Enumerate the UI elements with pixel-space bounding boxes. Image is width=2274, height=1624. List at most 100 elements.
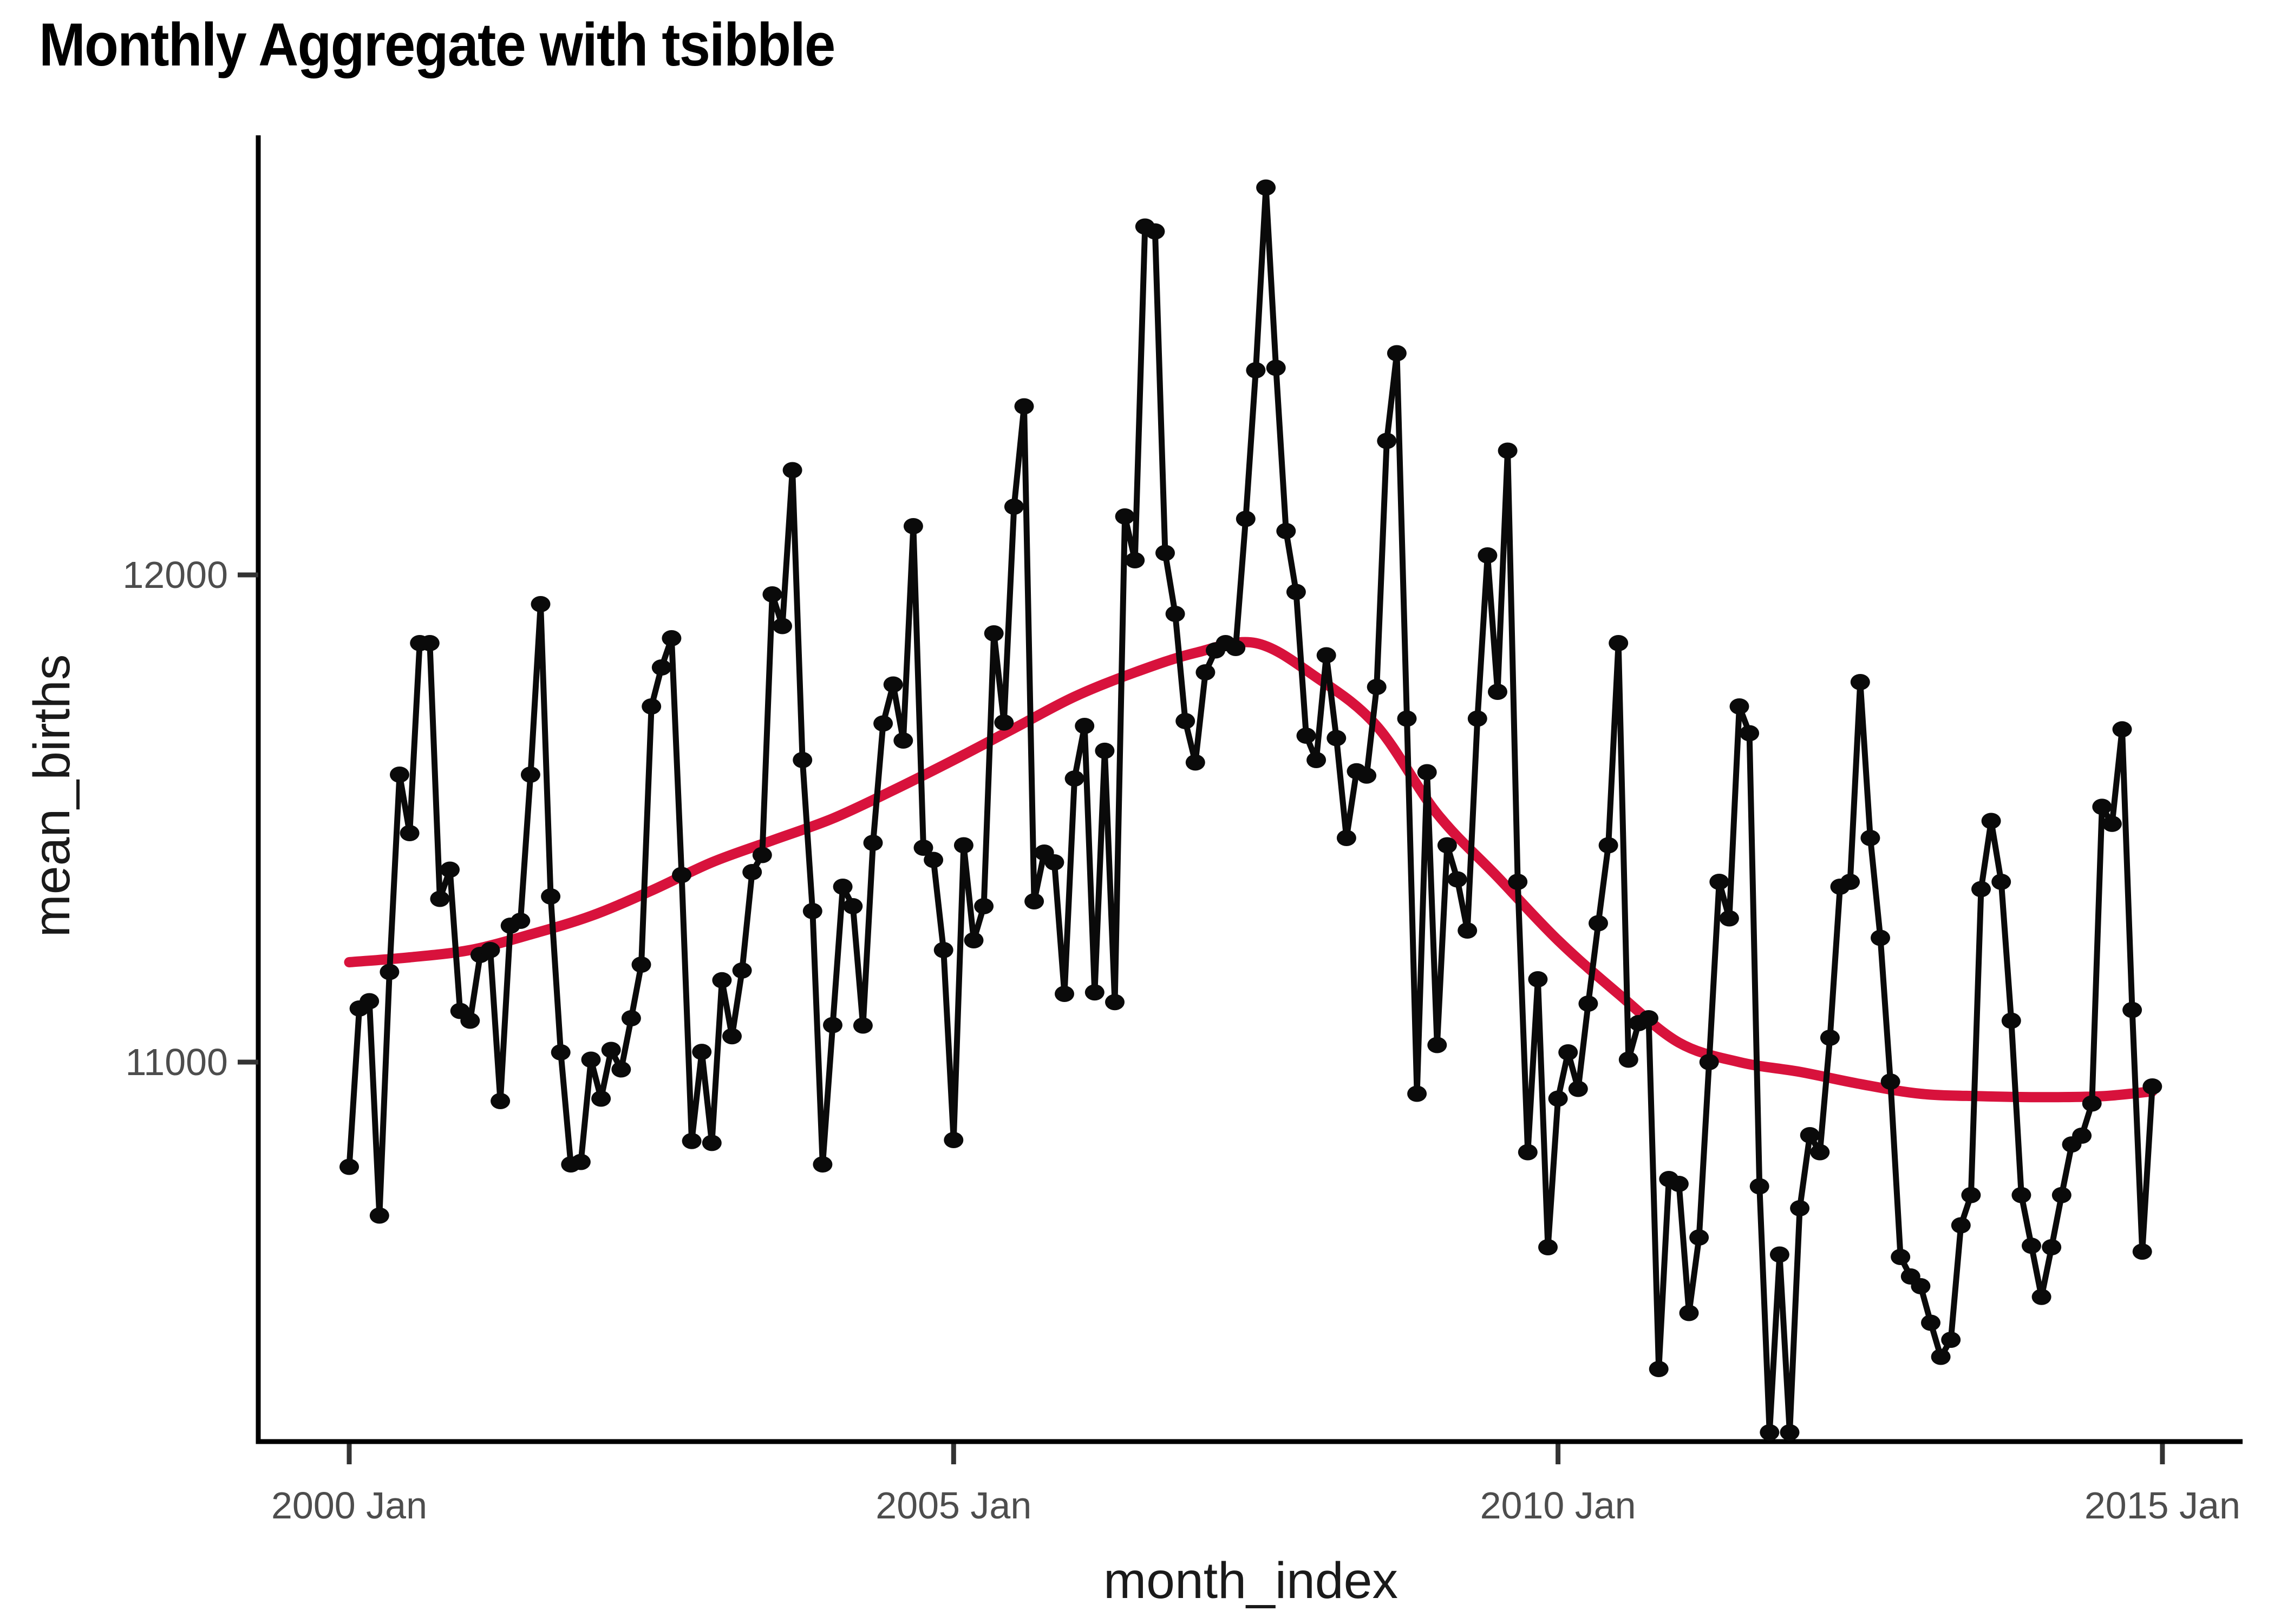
data-point: [1145, 223, 1165, 240]
data-point: [1719, 910, 1739, 927]
data-point: [520, 767, 540, 783]
data-point: [1407, 1085, 1427, 1102]
data-point: [1760, 1424, 1780, 1440]
data-point: [369, 1207, 389, 1224]
data-point: [1749, 1178, 1769, 1195]
data-point: [1004, 499, 1024, 515]
data-point: [1276, 523, 1296, 539]
data-point: [913, 840, 933, 856]
data-point: [1115, 508, 1135, 525]
data-point: [1991, 874, 2011, 890]
data-point: [1336, 830, 1356, 846]
data-point: [1981, 813, 2001, 829]
data-point: [1740, 725, 1760, 742]
data-point: [893, 732, 913, 749]
data-point: [752, 847, 772, 863]
data-point: [924, 852, 944, 868]
data-point: [1649, 1361, 1669, 1377]
data-point: [1508, 874, 1528, 890]
data-point: [1578, 996, 1598, 1012]
data-point: [793, 752, 813, 768]
data-point: [823, 1017, 842, 1033]
data-point: [1609, 635, 1629, 651]
data-point: [651, 659, 671, 676]
data-point: [1679, 1305, 1699, 1321]
data-point: [1437, 837, 1457, 854]
data-point: [420, 635, 440, 651]
data-point: [480, 942, 500, 958]
data-point: [1699, 1054, 1719, 1070]
chart-title: Monthly Aggregate with tsibble: [39, 11, 835, 78]
data-point: [571, 1154, 591, 1170]
data-point: [2092, 798, 2112, 815]
data-point: [782, 462, 802, 479]
data-point: [2122, 1001, 2142, 1018]
data-point: [933, 942, 953, 958]
y-tick-label: 11000: [126, 1041, 228, 1083]
data-point: [1840, 874, 1860, 890]
data-point: [1226, 640, 1246, 656]
data-point: [1175, 713, 1195, 729]
data-point: [1618, 1051, 1638, 1068]
label-layer: mean_births month_index: [23, 654, 1398, 1609]
data-point: [1941, 1332, 1961, 1348]
x-tick-label: 2005 Jan: [875, 1484, 1031, 1527]
data-point: [1780, 1424, 1800, 1440]
data-point: [430, 890, 450, 907]
data-point: [339, 1158, 359, 1175]
data-point: [2072, 1127, 2092, 1144]
data-point: [1639, 1010, 1658, 1026]
data-point: [440, 861, 460, 878]
data-point: [773, 618, 792, 634]
data-point: [400, 825, 420, 841]
data-point: [1729, 698, 1749, 715]
y-axis-title: mean_births: [23, 654, 81, 938]
data-point: [1024, 893, 1044, 909]
data-point: [1709, 874, 1729, 890]
data-point: [1538, 1239, 1558, 1255]
x-tick-label: 2015 Jan: [2084, 1484, 2240, 1527]
data-point: [1014, 398, 1034, 415]
data-point: [1880, 1073, 1900, 1090]
data-point: [1236, 510, 1256, 527]
data-point: [1316, 647, 1336, 664]
data-point: [1105, 994, 1125, 1011]
data-point: [1296, 728, 1316, 744]
data-point: [601, 1042, 621, 1058]
data-point: [1769, 1246, 1789, 1263]
data-point: [1871, 929, 1890, 946]
data-point: [1357, 767, 1377, 784]
data-point: [853, 1017, 873, 1034]
x-tick-label: 2000 Jan: [271, 1484, 427, 1527]
data-point: [581, 1051, 601, 1068]
data-point: [662, 630, 682, 646]
data-point: [1488, 684, 1507, 700]
data-point: [2082, 1095, 2102, 1112]
data-point: [541, 888, 561, 905]
data-point: [1548, 1090, 1568, 1107]
data-point: [491, 1093, 511, 1109]
data-point: [1467, 710, 1487, 727]
data-point: [1568, 1081, 1588, 1097]
data-point: [1518, 1144, 1538, 1161]
data-point: [1327, 730, 1347, 746]
data-point: [742, 864, 762, 880]
data-point: [1689, 1229, 1709, 1246]
data-point: [1810, 1144, 1830, 1161]
data-point: [1961, 1187, 1981, 1203]
data-point: [2102, 815, 2122, 832]
data-point: [1820, 1030, 1840, 1046]
data-point: [732, 962, 752, 979]
data-point: [1447, 871, 1467, 888]
data-point: [984, 625, 1004, 641]
data-point: [1931, 1348, 1951, 1365]
data-point: [1377, 433, 1397, 449]
data-point: [1155, 545, 1175, 561]
axes-layer: 11000 12000 2000 Jan 2005 Jan 2010 Jan 2015 J…: [122, 135, 2243, 1527]
data-point: [883, 676, 903, 693]
x-tick-label: 2010 Jan: [1480, 1484, 1636, 1527]
data-point: [642, 698, 662, 715]
data-point: [1891, 1249, 1911, 1265]
data-point: [692, 1044, 712, 1060]
data-point: [1558, 1044, 1578, 1060]
